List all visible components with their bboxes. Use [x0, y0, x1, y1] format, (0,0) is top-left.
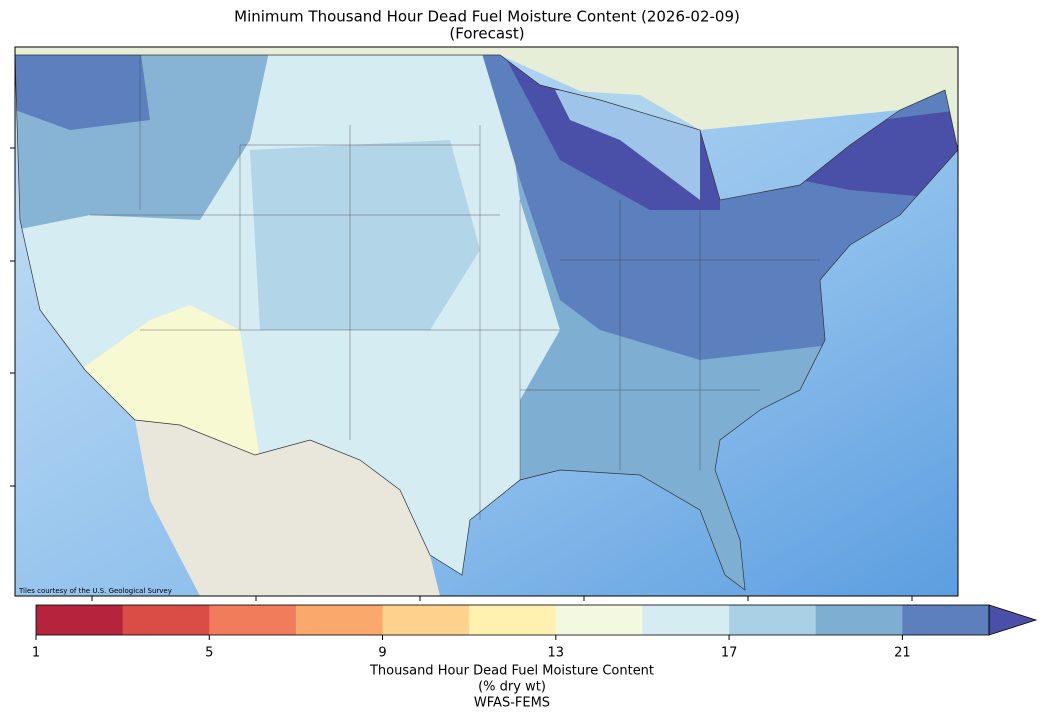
colorbar-tick-label: 1	[32, 646, 40, 661]
title: Minimum Thousand Hour Dead Fuel Moisture…	[234, 8, 740, 26]
state-lines	[90, 55, 820, 520]
colorbar-bin	[469, 605, 557, 635]
axis-ticks	[10, 147, 913, 601]
us-border	[15, 54, 958, 591]
colorbar-frame	[35, 604, 990, 636]
colorbar-source: WFAS-FEMS	[474, 696, 550, 711]
colorbar-label: Thousand Hour Dead Fuel Moisture Content	[369, 664, 654, 679]
map: Tiles courtesy of the U.S. Geological Su…	[15, 47, 958, 596]
colorbar-tick-label: 9	[378, 646, 386, 661]
colorbar-bin	[555, 605, 643, 635]
colorbar-tick-label: 5	[205, 646, 213, 661]
colorbar-bin	[642, 605, 730, 635]
colorbar-unit: (% dry wt)	[478, 680, 546, 695]
colorbar-bin	[209, 605, 297, 635]
colorbar-tick-label: 17	[721, 646, 738, 661]
colorbar-bin	[382, 605, 470, 635]
colorbar-bin	[815, 605, 903, 635]
subtitle: (Forecast)	[449, 25, 524, 43]
colorbar-tick-label: 13	[548, 646, 565, 661]
colorbar-bin	[902, 605, 990, 635]
great-lakes	[555, 90, 700, 200]
axes-frame	[14, 46, 959, 597]
colorbar-extend	[988, 604, 1038, 636]
canada	[15, 47, 958, 150]
colorbar-tick-label: 21	[894, 646, 911, 661]
colorbar-bin	[295, 605, 384, 635]
colorbar-bin	[122, 605, 210, 635]
mexico	[135, 420, 440, 596]
colorbar-bin	[729, 605, 817, 635]
colorbar-bin	[36, 605, 124, 635]
attribution: Tiles courtesy of the U.S. Geological Su…	[18, 587, 172, 595]
colorbar: 1 5 9 13 17 21	[32, 604, 1038, 661]
